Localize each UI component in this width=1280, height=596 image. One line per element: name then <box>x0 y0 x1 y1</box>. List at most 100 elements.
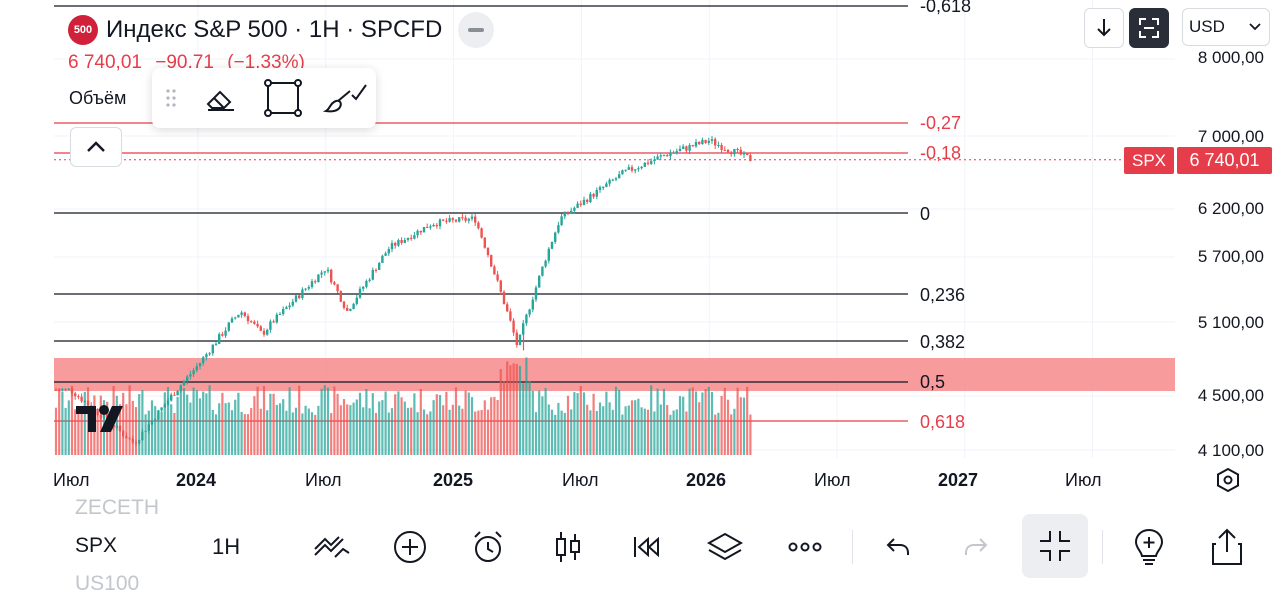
candle-body <box>637 168 640 170</box>
candle-body <box>611 179 614 181</box>
candles-icon[interactable] <box>548 528 588 566</box>
download-button[interactable] <box>1084 8 1124 48</box>
volume-bar <box>605 391 608 455</box>
alarm-icon[interactable] <box>468 528 508 566</box>
candle-body <box>515 332 518 345</box>
volume-bar <box>730 414 733 455</box>
candle-body <box>86 401 90 406</box>
time-axis-label: Июл <box>814 470 851 490</box>
add-idea-icon[interactable] <box>1128 526 1170 568</box>
candle-body <box>726 149 730 153</box>
volume-bar <box>310 412 314 455</box>
volume-bar <box>256 386 259 455</box>
candle-body <box>291 301 294 306</box>
more-icon[interactable] <box>784 528 826 566</box>
eraser-icon[interactable] <box>190 68 252 128</box>
volume-bar <box>461 408 464 455</box>
volume-bar <box>682 396 685 455</box>
volume-bar <box>733 408 736 455</box>
minus-icon <box>468 28 485 32</box>
volume-bar <box>426 414 429 455</box>
price-axis-label: 7 000,00 <box>1197 127 1264 146</box>
layers-icon[interactable] <box>704 528 746 566</box>
symbol-title[interactable]: Индекс S&P 500 · 1H · SPCFD <box>106 16 443 43</box>
volume-bar <box>378 401 381 455</box>
volume-bar <box>352 402 355 455</box>
candle-body <box>58 389 61 391</box>
volume-bar <box>374 412 378 455</box>
volume-bar <box>64 407 67 455</box>
candle-body <box>582 199 586 205</box>
volume-bar <box>538 390 541 455</box>
volume-bar <box>678 396 682 455</box>
candle-body <box>301 289 304 299</box>
fib-level-label: 0,236 <box>920 285 966 305</box>
candle-body <box>640 166 643 169</box>
volume-bar <box>477 410 480 455</box>
time-axis-label: 2025 <box>433 470 474 490</box>
volume-bar <box>707 386 710 455</box>
volume-indicator-label[interactable]: Объём <box>69 88 127 108</box>
fib-level-label: -0,27 <box>920 113 962 133</box>
ticker-next[interactable]: US100 <box>75 572 140 595</box>
interval-button[interactable]: 1H <box>212 534 241 559</box>
undo-icon[interactable] <box>878 528 918 566</box>
symbol-header[interactable]: 500 Индекс S&P 500 · 1H · SPCFD <box>68 12 495 48</box>
candle-body <box>438 219 442 227</box>
brush-icon[interactable] <box>314 68 376 128</box>
fit-screen-button[interactable] <box>1129 8 1169 48</box>
collapse-legend-button[interactable] <box>458 12 495 48</box>
candle-body <box>464 217 467 221</box>
volume-bar <box>742 397 746 455</box>
fib-level-label: 0,618 <box>920 412 966 432</box>
volume-bar <box>560 410 563 455</box>
candle-body <box>131 438 134 443</box>
volume-bar <box>333 386 336 455</box>
volume-bar <box>714 414 717 455</box>
price-change-line: 6 740,01 −90,71 (−1,33%) <box>68 52 313 74</box>
price-chart[interactable] <box>0 0 1280 500</box>
volume-bar <box>621 414 624 455</box>
candle-body <box>483 237 486 248</box>
indicators-icon[interactable] <box>312 528 352 566</box>
candle-body <box>253 321 256 324</box>
ticker-current[interactable]: SPX <box>75 534 118 557</box>
volume-bar <box>125 404 128 455</box>
candle-body <box>429 226 432 228</box>
share-icon[interactable] <box>1206 526 1248 568</box>
volume-bar <box>227 402 230 455</box>
chart-settings-button[interactable] <box>1214 466 1242 494</box>
fib-level-label: 0,382 <box>920 332 966 352</box>
volume-bar <box>218 403 221 455</box>
candle-body <box>720 145 723 150</box>
volume-bar <box>544 387 547 455</box>
volume-bar <box>451 404 454 455</box>
ticker-prev[interactable]: ZECETH <box>75 496 159 519</box>
candle-body <box>525 314 528 324</box>
replay-icon[interactable] <box>626 528 666 566</box>
currency-select[interactable]: USD <box>1182 8 1270 46</box>
candle-body <box>749 155 752 161</box>
candle-body <box>662 155 666 157</box>
volume-bar <box>243 414 246 455</box>
volume-bar <box>563 412 566 455</box>
rectangle-icon[interactable] <box>252 68 314 128</box>
drag-handle-icon[interactable] <box>152 68 190 128</box>
volume-bar <box>550 409 554 455</box>
scroll-to-top-button[interactable] <box>70 127 122 167</box>
candle-body <box>627 167 630 170</box>
add-icon[interactable] <box>390 528 430 566</box>
volume-bar <box>598 402 602 455</box>
candle-body <box>195 366 198 371</box>
candle-body <box>227 322 230 331</box>
volume-bar <box>349 405 352 455</box>
volume-bar <box>656 388 659 455</box>
candle-body <box>736 149 739 151</box>
candle-body <box>371 269 374 280</box>
volume-bar <box>371 393 374 455</box>
candle-body <box>643 162 646 167</box>
candle-body <box>563 211 566 217</box>
chevron-down-icon <box>1249 23 1261 31</box>
volume-bar <box>99 395 102 455</box>
exit-fullscreen-button[interactable] <box>1022 514 1088 578</box>
